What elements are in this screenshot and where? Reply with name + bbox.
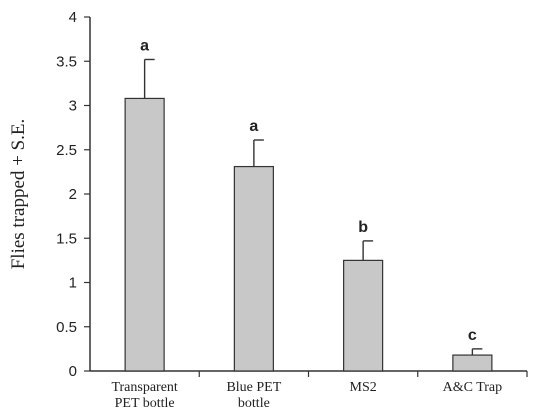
x-category-label: MS2: [350, 380, 377, 395]
significance-label: a: [249, 118, 258, 135]
y-tick-label: 1.5: [56, 230, 77, 247]
y-tick-label: 3.5: [56, 53, 77, 70]
x-category-label: PET bottle: [115, 396, 175, 411]
bar: [124, 97, 165, 372]
y-tick-label: 3: [69, 98, 77, 115]
x-category-label: Blue PET: [226, 380, 281, 395]
x-category-label: bottle: [238, 396, 270, 411]
y-tick-label: 2.5: [56, 142, 77, 159]
y-axis-title: Flies trapped + S.E.: [8, 119, 29, 270]
x-category-label: A&C Trap: [443, 380, 503, 395]
y-tick-label: 0.5: [56, 319, 77, 336]
bar: [452, 354, 493, 372]
significance-label: b: [358, 219, 368, 236]
bar: [233, 165, 274, 372]
bar: [343, 259, 384, 372]
y-tick-label: 0: [69, 363, 77, 380]
y-tick-label: 1: [69, 275, 77, 292]
significance-label: c: [468, 327, 477, 344]
y-tick-label: 4: [69, 9, 77, 26]
significance-label: a: [140, 37, 149, 54]
y-tick-label: 2: [69, 186, 77, 203]
x-category-label: Transparent: [111, 380, 177, 395]
